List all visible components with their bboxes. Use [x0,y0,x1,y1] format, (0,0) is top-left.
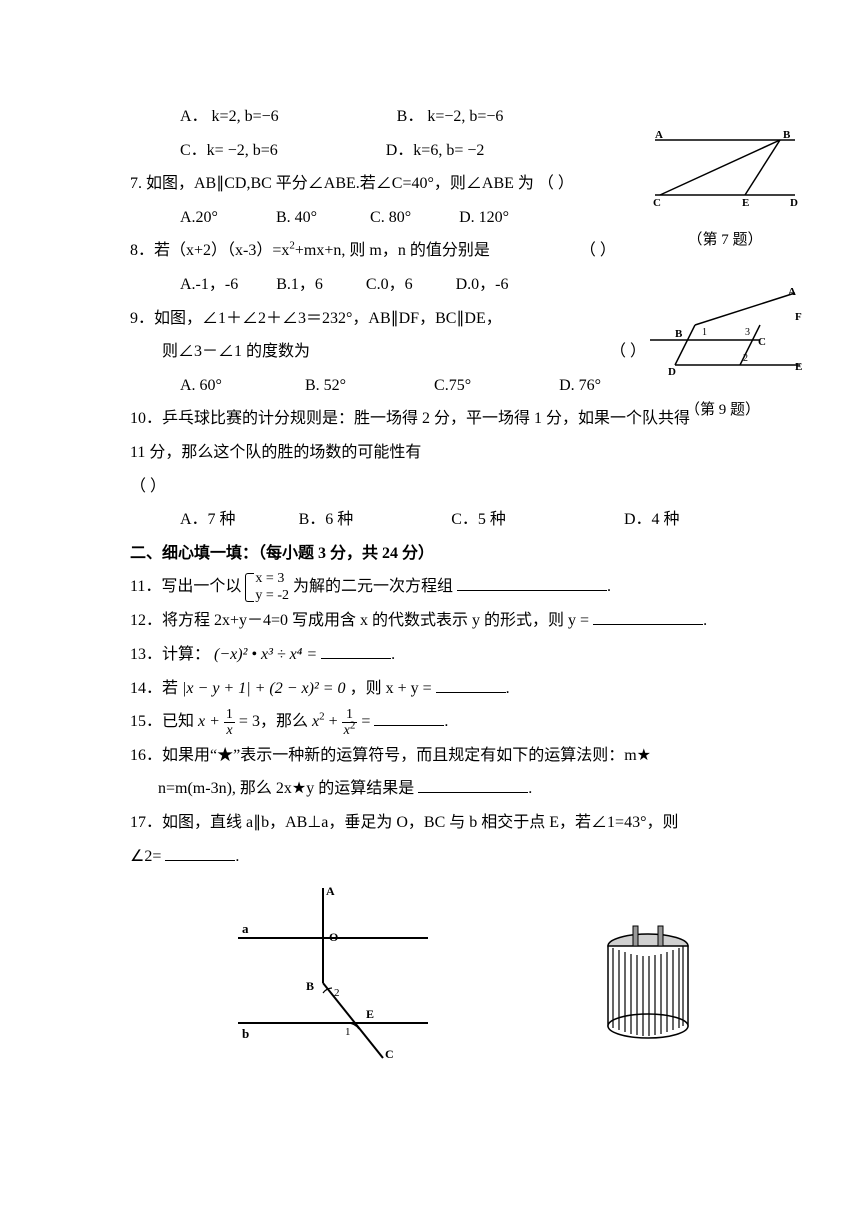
q11: 11．写出一个以 x = 3 y = -2 为解的二元一次方程组 . [130,570,780,604]
q8-optC: C.0，6 [366,276,413,293]
svg-text:B: B [783,130,791,141]
cylinder-svg [593,903,703,1063]
q17-blank[interactable] [165,845,235,861]
section2-header: 二、细心填一填：（每小题 3 分，共 24 分） [130,537,780,571]
q6-optD: D．k=6, b= −2 [386,142,485,159]
svg-text:C: C [653,197,661,209]
svg-text:D: D [790,197,798,209]
q9-optD: D. 76° [559,377,601,394]
q17-line1: 17．如图，直线 a∥b，AB⊥a，垂足为 O，BC 与 b 相交于点 E，若∠… [130,806,780,840]
q10-paren: （ ） [130,470,780,504]
svg-text:E: E [795,361,802,373]
q9-optB: B. 52° [305,377,346,394]
q10-optB: B．6 种 [299,511,354,528]
q7-optA: A.20° [180,209,218,226]
q8-optA: A.-1，-6 [180,276,238,293]
svg-text:D: D [668,366,676,378]
svg-text:A: A [326,884,335,898]
svg-text:O: O [329,930,338,944]
q11-blank[interactable] [457,575,607,591]
fig17-svg: A O B E C a b 2 1 [228,883,438,1063]
q13: 13．计算： (−x)² • x³ ÷ x⁴ = . [130,638,780,672]
svg-text:B: B [675,328,683,340]
svg-text:F: F [795,311,802,323]
svg-text:A: A [788,286,796,298]
q8-optD: D.0，-6 [456,276,509,293]
q6-optA: A． k=2, b=−6 [180,108,279,125]
svg-text:E: E [366,1007,374,1021]
q10-optD: D．4 种 [624,511,680,528]
q12-blank[interactable] [593,609,703,625]
q7-optD: D. 120° [459,209,509,226]
q16-blank[interactable] [418,777,528,793]
q6-row1: A． k=2, b=−6 B． k=−2, b=−6 [130,100,780,134]
q13-blank[interactable] [321,643,391,659]
fig7-caption: （第 7 题） [645,225,805,257]
figure-7: A B C E D （第 7 题） [645,130,805,256]
svg-text:1: 1 [702,327,707,338]
q10-stem2: 11 分，那么这个队的胜的场数的可能性有 [130,436,780,470]
svg-text:C: C [385,1047,394,1061]
q10-optC: C．5 种 [451,511,506,528]
q6-optC: C．k= −2, b=6 [180,142,278,159]
q16-line1: 16．如果用“★”表示一种新的运算符号，而且规定有如下的运算法则：m★ [130,739,780,773]
svg-text:b: b [242,1026,249,1041]
q14-blank[interactable] [436,677,506,693]
svg-text:C: C [758,336,766,348]
q9-optC: C.75° [434,377,471,394]
q7-optC: C. 80° [370,209,411,226]
fig7-svg: A B C E D [645,130,805,210]
svg-text:3: 3 [745,327,750,338]
svg-text:2: 2 [334,987,340,999]
q12: 12．将方程 2x+y－4=0 写成用含 x 的代数式表示 y 的形式，则 y … [130,604,780,638]
q10-optA: A．7 种 [180,511,236,528]
q15: 15．已知 x + 1x = 3，那么 x2 + 1x2 = . [130,705,780,739]
svg-text:E: E [742,197,749,209]
q16-line2: n=m(m-3n), 那么 2x★y 的运算结果是 . [130,772,780,806]
svg-text:a: a [242,921,249,936]
q6-optB: B． k=−2, b=−6 [397,108,504,125]
svg-text:1: 1 [345,1026,351,1038]
q7-optB: B. 40° [276,209,317,226]
q9-optA: A. 60° [180,377,222,394]
svg-text:2: 2 [743,353,748,364]
q17-line2: ∠2= . [130,840,780,874]
q14: 14．若 |x − y + 1| + (2 − x)² = 0 ，则 x + y… [130,672,780,706]
q10-opts: A．7 种 B．6 种 C．5 种 D．4 种 [130,503,780,537]
svg-text:B: B [306,979,314,993]
bottom-figures: A O B E C a b 2 1 [130,883,780,1063]
fig9-caption: （第 9 题） [640,395,805,427]
q8-optB: B.1，6 [276,276,323,293]
figure-9: A F B C D E 1 3 2 （第 9 题） [640,285,805,426]
fig9-svg: A F B C D E 1 3 2 [640,285,805,380]
q15-blank[interactable] [374,710,444,726]
svg-text:A: A [655,130,663,141]
